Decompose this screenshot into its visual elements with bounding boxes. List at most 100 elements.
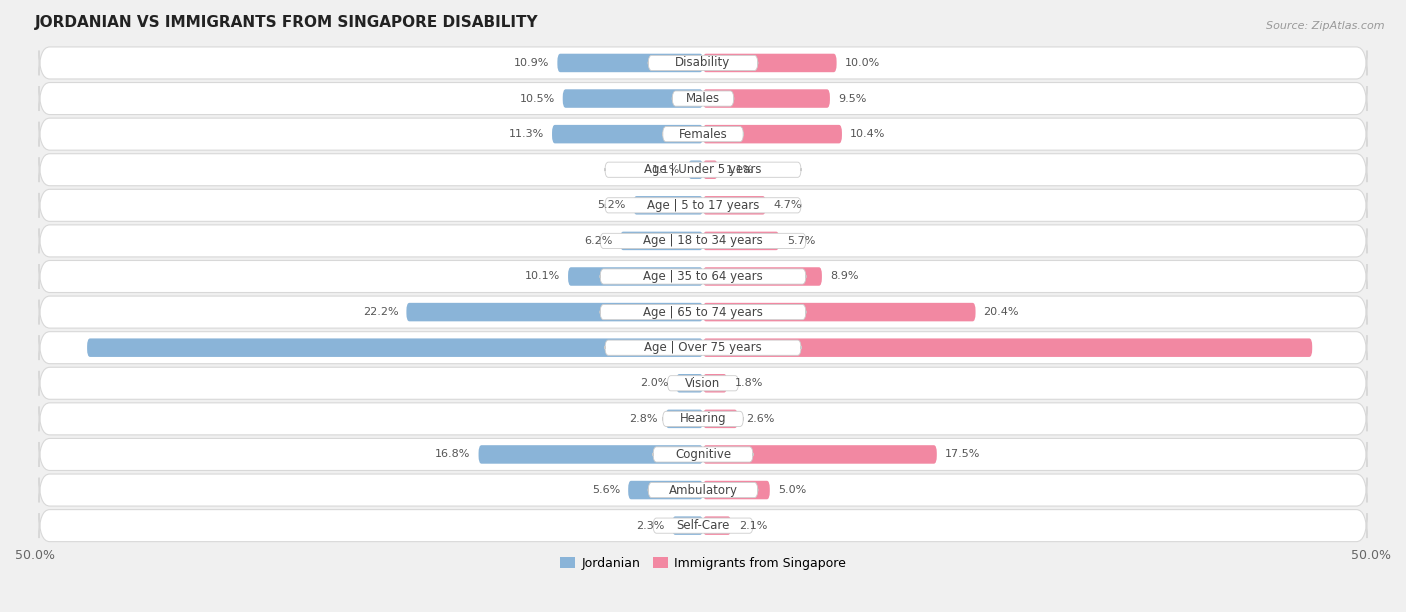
FancyBboxPatch shape bbox=[39, 367, 1367, 399]
Text: Age | Over 75 years: Age | Over 75 years bbox=[644, 341, 762, 354]
FancyBboxPatch shape bbox=[634, 196, 703, 215]
Text: 10.0%: 10.0% bbox=[845, 58, 880, 68]
FancyBboxPatch shape bbox=[39, 83, 1367, 114]
Text: 10.5%: 10.5% bbox=[519, 94, 555, 103]
FancyBboxPatch shape bbox=[703, 338, 1312, 357]
Text: 5.2%: 5.2% bbox=[598, 200, 626, 211]
Text: 4.7%: 4.7% bbox=[773, 200, 803, 211]
FancyBboxPatch shape bbox=[628, 481, 703, 499]
FancyBboxPatch shape bbox=[39, 332, 1367, 364]
FancyBboxPatch shape bbox=[406, 303, 703, 321]
FancyBboxPatch shape bbox=[676, 374, 703, 392]
FancyBboxPatch shape bbox=[703, 54, 837, 72]
Text: Males: Males bbox=[686, 92, 720, 105]
FancyBboxPatch shape bbox=[553, 125, 703, 143]
Text: 1.1%: 1.1% bbox=[652, 165, 681, 175]
FancyBboxPatch shape bbox=[703, 160, 717, 179]
Text: Cognitive: Cognitive bbox=[675, 448, 731, 461]
FancyBboxPatch shape bbox=[703, 374, 727, 392]
FancyBboxPatch shape bbox=[648, 55, 758, 70]
Text: 2.3%: 2.3% bbox=[636, 521, 664, 531]
Text: 8.9%: 8.9% bbox=[830, 272, 859, 282]
FancyBboxPatch shape bbox=[703, 89, 830, 108]
Text: Hearing: Hearing bbox=[679, 412, 727, 425]
FancyBboxPatch shape bbox=[672, 91, 734, 106]
FancyBboxPatch shape bbox=[39, 403, 1367, 435]
Text: Self-Care: Self-Care bbox=[676, 519, 730, 532]
Text: Ambulatory: Ambulatory bbox=[668, 483, 738, 496]
FancyBboxPatch shape bbox=[39, 261, 1367, 293]
FancyBboxPatch shape bbox=[605, 340, 801, 356]
FancyBboxPatch shape bbox=[87, 338, 703, 357]
Text: 11.3%: 11.3% bbox=[509, 129, 544, 139]
FancyBboxPatch shape bbox=[662, 411, 744, 427]
FancyBboxPatch shape bbox=[39, 47, 1367, 79]
Text: Source: ZipAtlas.com: Source: ZipAtlas.com bbox=[1267, 21, 1385, 31]
Text: Age | 18 to 34 years: Age | 18 to 34 years bbox=[643, 234, 763, 247]
FancyBboxPatch shape bbox=[562, 89, 703, 108]
FancyBboxPatch shape bbox=[557, 54, 703, 72]
Text: 1.1%: 1.1% bbox=[725, 165, 754, 175]
FancyBboxPatch shape bbox=[665, 409, 703, 428]
FancyBboxPatch shape bbox=[703, 409, 738, 428]
FancyBboxPatch shape bbox=[600, 305, 806, 319]
Text: Vision: Vision bbox=[685, 377, 721, 390]
FancyBboxPatch shape bbox=[648, 482, 758, 498]
FancyBboxPatch shape bbox=[39, 225, 1367, 257]
FancyBboxPatch shape bbox=[39, 189, 1367, 222]
Text: 2.0%: 2.0% bbox=[640, 378, 668, 388]
Text: 22.2%: 22.2% bbox=[363, 307, 398, 317]
FancyBboxPatch shape bbox=[703, 196, 766, 215]
Text: 10.9%: 10.9% bbox=[515, 58, 550, 68]
Text: 9.5%: 9.5% bbox=[838, 94, 866, 103]
Text: Age | 35 to 64 years: Age | 35 to 64 years bbox=[643, 270, 763, 283]
Text: Age | 65 to 74 years: Age | 65 to 74 years bbox=[643, 305, 763, 319]
FancyBboxPatch shape bbox=[39, 154, 1367, 186]
Text: 5.0%: 5.0% bbox=[778, 485, 806, 495]
FancyBboxPatch shape bbox=[39, 118, 1367, 150]
Text: 1.8%: 1.8% bbox=[735, 378, 763, 388]
FancyBboxPatch shape bbox=[600, 233, 806, 248]
Text: 2.8%: 2.8% bbox=[628, 414, 658, 424]
Text: 10.1%: 10.1% bbox=[524, 272, 560, 282]
FancyBboxPatch shape bbox=[652, 447, 754, 462]
Text: 20.4%: 20.4% bbox=[984, 307, 1019, 317]
Text: 17.5%: 17.5% bbox=[945, 449, 980, 460]
Text: 2.1%: 2.1% bbox=[740, 521, 768, 531]
FancyBboxPatch shape bbox=[662, 127, 744, 142]
Text: 46.1%: 46.1% bbox=[45, 343, 82, 353]
Text: 10.4%: 10.4% bbox=[851, 129, 886, 139]
Text: Females: Females bbox=[679, 128, 727, 141]
Text: JORDANIAN VS IMMIGRANTS FROM SINGAPORE DISABILITY: JORDANIAN VS IMMIGRANTS FROM SINGAPORE D… bbox=[35, 15, 538, 30]
FancyBboxPatch shape bbox=[568, 267, 703, 286]
FancyBboxPatch shape bbox=[672, 517, 703, 535]
FancyBboxPatch shape bbox=[620, 232, 703, 250]
FancyBboxPatch shape bbox=[605, 198, 801, 213]
FancyBboxPatch shape bbox=[703, 445, 936, 464]
FancyBboxPatch shape bbox=[39, 438, 1367, 471]
FancyBboxPatch shape bbox=[478, 445, 703, 464]
FancyBboxPatch shape bbox=[703, 232, 779, 250]
FancyBboxPatch shape bbox=[689, 160, 703, 179]
FancyBboxPatch shape bbox=[703, 125, 842, 143]
FancyBboxPatch shape bbox=[703, 267, 823, 286]
FancyBboxPatch shape bbox=[39, 474, 1367, 506]
Text: Disability: Disability bbox=[675, 56, 731, 69]
FancyBboxPatch shape bbox=[703, 517, 731, 535]
FancyBboxPatch shape bbox=[703, 481, 770, 499]
Legend: Jordanian, Immigrants from Singapore: Jordanian, Immigrants from Singapore bbox=[555, 552, 851, 575]
Text: 2.6%: 2.6% bbox=[745, 414, 775, 424]
FancyBboxPatch shape bbox=[652, 518, 754, 533]
FancyBboxPatch shape bbox=[703, 303, 976, 321]
FancyBboxPatch shape bbox=[600, 269, 806, 284]
FancyBboxPatch shape bbox=[605, 162, 801, 177]
Text: 16.8%: 16.8% bbox=[436, 449, 471, 460]
Text: Age | 5 to 17 years: Age | 5 to 17 years bbox=[647, 199, 759, 212]
Text: 6.2%: 6.2% bbox=[583, 236, 612, 246]
FancyBboxPatch shape bbox=[39, 296, 1367, 328]
Text: 5.7%: 5.7% bbox=[787, 236, 815, 246]
FancyBboxPatch shape bbox=[668, 376, 738, 391]
FancyBboxPatch shape bbox=[39, 510, 1367, 542]
Text: 45.6%: 45.6% bbox=[1324, 343, 1361, 353]
Text: Age | Under 5 years: Age | Under 5 years bbox=[644, 163, 762, 176]
